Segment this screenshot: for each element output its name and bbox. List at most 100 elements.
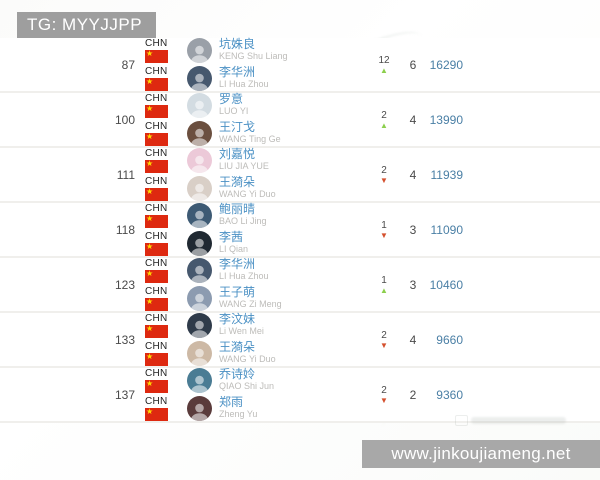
china-flag-icon: ★ [145, 77, 168, 91]
player-name-cn[interactable]: 李华洲 [219, 257, 256, 271]
events-count: 2 [409, 387, 417, 402]
player-entry[interactable]: CHN ★ 李汶妹 Li Wen Mei [145, 313, 370, 339]
rank-change-value: 1 [381, 220, 387, 231]
rank-change: 1 ▲ [370, 275, 398, 296]
events-count: 6 [409, 57, 417, 72]
player-entry[interactable]: CHN ★ 鲍丽晴 BAO Li Jing [145, 203, 370, 229]
country-code: CHN [145, 203, 168, 214]
player-name-cn[interactable]: 李华洲 [219, 65, 256, 79]
country-cell: CHN ★ [145, 396, 179, 421]
china-flag-icon: ★ [145, 104, 168, 118]
china-flag-icon: ★ [145, 132, 168, 146]
rank-change-value: 2 [381, 165, 387, 176]
player-name-cn[interactable]: 坑姝良 [219, 37, 256, 51]
player-entry[interactable]: CHN ★ 李华洲 LI Hua Zhou [145, 258, 370, 284]
china-flag-icon: ★ [145, 159, 168, 173]
player-name-cn[interactable]: 鲍丽晴 [219, 202, 256, 216]
rank-change-arrow-icon: ▲ [380, 121, 388, 130]
avatar [187, 231, 212, 256]
player-name-cn[interactable]: 郑雨 [219, 395, 244, 409]
player-entry[interactable]: CHN ★ 郑雨 Zheng Yu [145, 396, 370, 422]
china-flag-icon: ★ [145, 297, 168, 311]
points-value: 11939 [430, 167, 463, 182]
avatar [187, 258, 212, 283]
rank-change-value: 12 [378, 55, 390, 66]
rank-change-value: 1 [381, 275, 387, 286]
country-code: CHN [145, 66, 168, 77]
avatar [187, 313, 212, 338]
player-name-cn[interactable]: 刘嘉悦 [219, 147, 256, 161]
country-code: CHN [145, 396, 168, 407]
avatar [187, 203, 212, 228]
player-name-en: Zheng Yu [219, 409, 258, 419]
rank-change-arrow-icon: ▲ [380, 66, 388, 75]
player-entry[interactable]: CHN ★ 王汀戈 WANG Ting Ge [145, 121, 370, 147]
rank-change: 2 ▼ [370, 386, 398, 406]
player-name-cn[interactable]: 李汶妹 [219, 312, 256, 326]
footer-url-bar: www.jinkoujiameng.net [362, 440, 600, 468]
china-flag-icon: ★ [145, 214, 168, 228]
player-entry[interactable]: CHN ★ 李华洲 LI Hua Zhou [145, 66, 370, 92]
points-value: 11090 [430, 222, 463, 237]
points-value: 13990 [429, 112, 463, 127]
country-cell: CHN ★ [145, 258, 179, 283]
country-code: CHN [145, 286, 168, 297]
country-cell: CHN ★ [145, 66, 179, 91]
table-row: 133 CHN ★ 李汶妹 Li Wen Mei CHN ★ [0, 313, 600, 368]
table-row: 87 CHN ★ 坑姝良 KENG Shu Liang CHN ★ [0, 38, 600, 93]
country-cell: CHN ★ [145, 231, 179, 256]
player-pair: CHN ★ 鲍丽晴 BAO Li Jing CHN ★ [145, 203, 370, 257]
country-code: CHN [145, 148, 168, 159]
rank-change-arrow-icon: ▼ [380, 396, 388, 405]
rank-change-arrow-icon: ▼ [380, 231, 388, 240]
rank-number: 87 [121, 57, 135, 72]
player-name-en: WANG Yi Duo [219, 354, 276, 364]
player-entry[interactable]: CHN ★ 王漪朵 WANG Yi Duo [145, 341, 370, 367]
player-entry[interactable]: CHN ★ 乔诗姈 QIAO Shi Jun [145, 368, 370, 394]
country-cell: CHN ★ [145, 341, 179, 366]
player-name-en: BAO Li Jing [219, 216, 267, 226]
player-name-cn[interactable]: 王子萌 [219, 285, 256, 299]
events-count: 3 [409, 277, 417, 292]
player-name-cn[interactable]: 王漪朵 [219, 340, 256, 354]
player-name-en: LI Hua Zhou [219, 271, 269, 281]
country-code: CHN [145, 258, 168, 269]
player-pair: CHN ★ 乔诗姈 QIAO Shi Jun CHN ★ [145, 368, 370, 422]
player-name-en: LUO YI [219, 106, 249, 116]
player-name-cn[interactable]: 王漪朵 [219, 175, 256, 189]
china-flag-icon: ★ [145, 242, 168, 256]
country-code: CHN [145, 231, 168, 242]
player-entry[interactable]: CHN ★ 坑姝良 KENG Shu Liang [145, 38, 370, 64]
avatar [187, 66, 212, 91]
events-count: 3 [409, 222, 417, 237]
player-pair: CHN ★ 罗意 LUO YI CHN ★ [145, 93, 370, 147]
player-name-en: WANG Yi Duo [219, 189, 276, 199]
events-count: 4 [409, 112, 417, 127]
rank-change: 2 ▼ [370, 331, 398, 351]
player-name-cn[interactable]: 李茜 [219, 230, 244, 244]
player-entry[interactable]: CHN ★ 李茜 LI Qian [145, 231, 370, 257]
player-names: 王漪朵 WANG Yi Duo [219, 340, 276, 365]
points-value: 9360 [436, 387, 463, 402]
rank-number: 118 [115, 222, 135, 237]
player-name-en: LI Qian [219, 244, 249, 254]
china-flag-icon: ★ [145, 49, 168, 63]
player-names: 李茜 LI Qian [219, 230, 249, 255]
player-entry[interactable]: CHN ★ 罗意 LUO YI [145, 93, 370, 119]
player-name-cn[interactable]: 王汀戈 [219, 120, 256, 134]
player-entry[interactable]: CHN ★ 王子萌 WANG Zi Meng [145, 286, 370, 312]
points-value: 16290 [429, 57, 463, 72]
player-names: 鲍丽晴 BAO Li Jing [219, 202, 267, 227]
player-pair: CHN ★ 坑姝良 KENG Shu Liang CHN ★ [145, 38, 370, 92]
player-entry[interactable]: CHN ★ 刘嘉悦 LIU JIA YUE [145, 148, 370, 174]
rank-number: 123 [114, 277, 135, 292]
player-entry[interactable]: CHN ★ 王漪朵 WANG Yi Duo [145, 176, 370, 202]
player-pair: CHN ★ 刘嘉悦 LIU JIA YUE CHN ★ [145, 148, 370, 202]
rank-number: 137 [114, 387, 135, 402]
player-name-cn[interactable]: 乔诗姈 [219, 367, 256, 381]
rank-change: 1 ▼ [370, 220, 398, 241]
china-flag-icon: ★ [145, 379, 168, 393]
china-flag-icon: ★ [145, 407, 168, 421]
player-name-cn[interactable]: 罗意 [219, 92, 244, 106]
country-code: CHN [145, 176, 168, 187]
